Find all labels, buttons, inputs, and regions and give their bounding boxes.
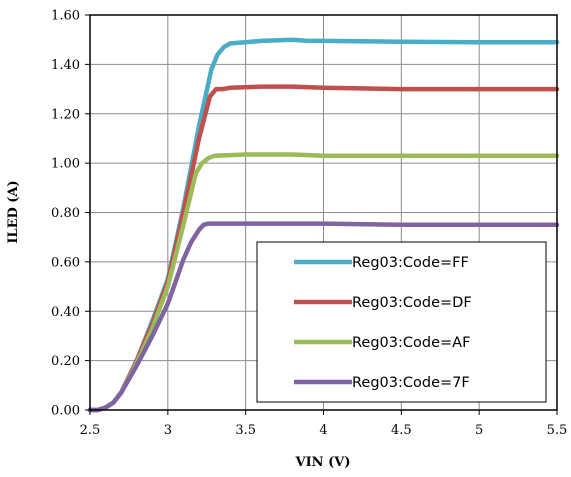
legend: Reg03:Code=FF Reg03:Code=DF Reg03:Code=AF R… bbox=[256, 241, 547, 403]
x-axis-title: VIN (V) bbox=[295, 455, 351, 470]
series-line-7f bbox=[87, 221, 560, 413]
x-tick-label: 5 bbox=[475, 423, 483, 438]
legend-label: Reg03:Code=DF bbox=[352, 295, 472, 311]
y-axis-title: ILED (A) bbox=[6, 180, 21, 243]
y-tick-label: 1.40 bbox=[51, 58, 80, 73]
y-tick-label: 1.00 bbox=[51, 157, 80, 172]
y-tick-label: 1.20 bbox=[51, 107, 80, 122]
legend-label: Reg03:Code=AF bbox=[352, 335, 470, 351]
x-tick-label: 4.5 bbox=[391, 423, 412, 438]
y-tick-label: 0.40 bbox=[51, 305, 80, 320]
x-tick-label: 2.5 bbox=[80, 423, 101, 438]
legend-box bbox=[256, 241, 547, 403]
y-tick-label: 0.00 bbox=[51, 404, 80, 419]
y-tick-label: 0.60 bbox=[51, 255, 80, 270]
x-tick-label: 4 bbox=[319, 423, 327, 438]
y-tick-label: 1.60 bbox=[51, 9, 80, 24]
x-tick-label: 5.5 bbox=[547, 423, 568, 438]
x-tick-label: 3.5 bbox=[235, 423, 256, 438]
legend-label: Reg03:Code=7F bbox=[352, 375, 470, 391]
tick-labels: 2.5 3 3.5 4 4.5 5 5.5 0.00 0.20 0.40 0.60 0.80 1.00 1… bbox=[51, 9, 567, 439]
y-tick-label: 0.20 bbox=[51, 354, 80, 369]
x-tick-label: 3 bbox=[164, 423, 172, 438]
legend-label: Reg03:Code=FF bbox=[352, 255, 469, 271]
y-tick-label: 0.80 bbox=[51, 206, 80, 221]
series-lines bbox=[87, 37, 560, 413]
